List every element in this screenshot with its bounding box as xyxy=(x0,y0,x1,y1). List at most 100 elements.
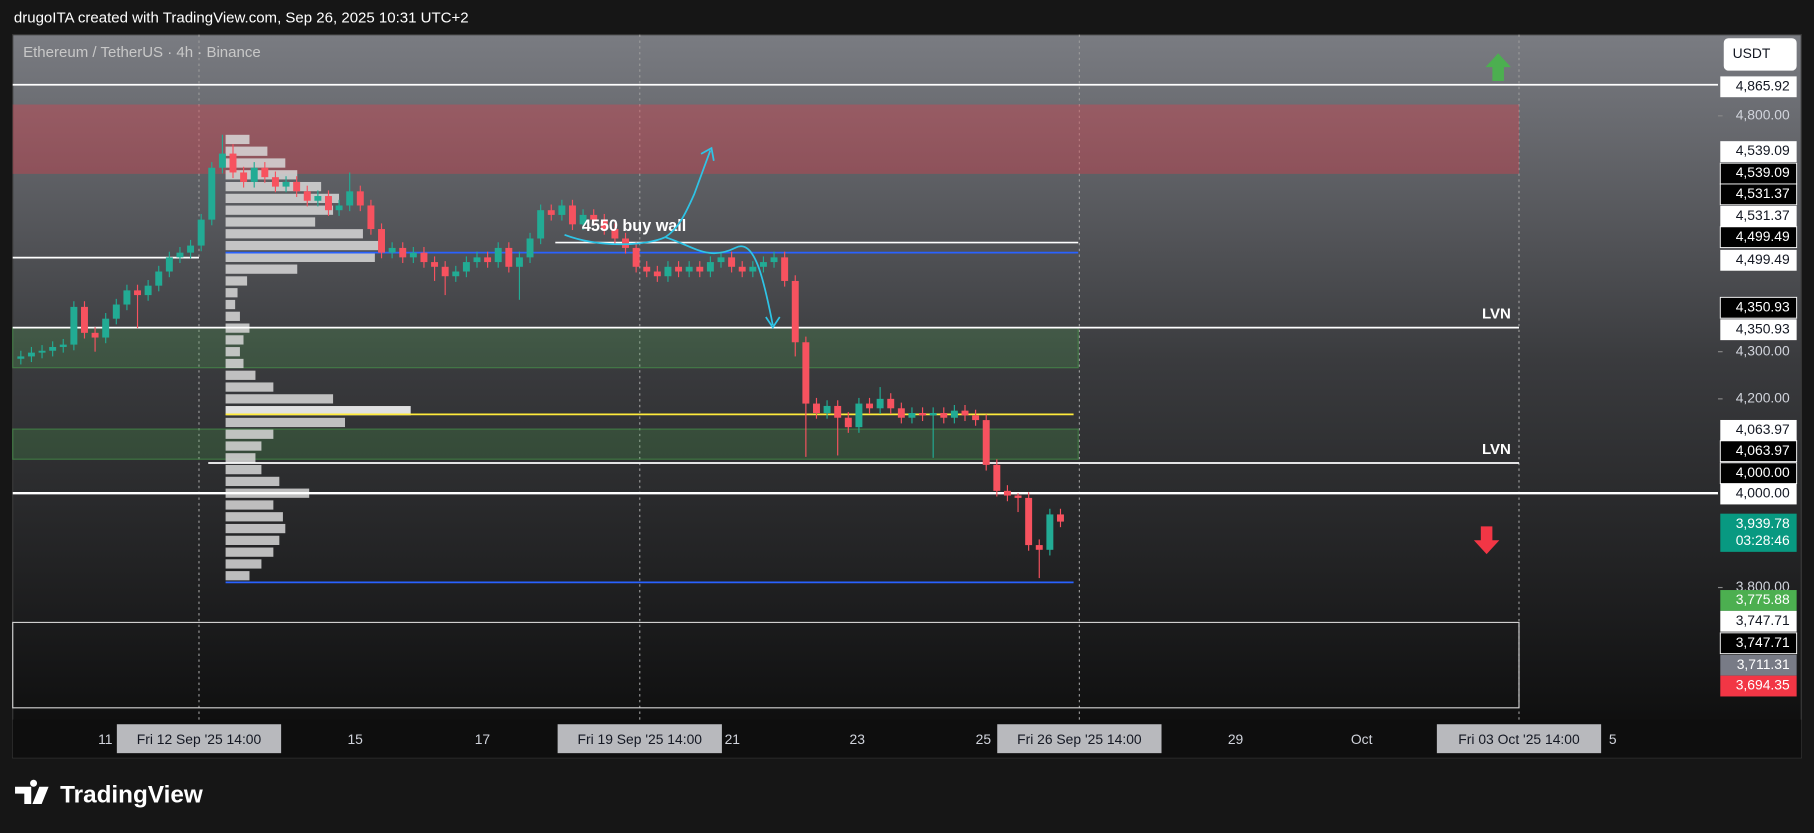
candle-body xyxy=(791,280,799,343)
price-label-bg xyxy=(1720,205,1797,227)
price-label-bg xyxy=(1720,419,1797,441)
zone xyxy=(12,621,1520,709)
price-label: 4,499.49 xyxy=(1736,251,1790,267)
candle-body xyxy=(431,262,439,267)
x-tick-label: Fri 12 Sep '25 14:00 xyxy=(137,731,262,747)
candle-body xyxy=(441,266,449,277)
price-label-bg xyxy=(1719,632,1798,655)
candle-body xyxy=(378,229,385,253)
volume-profile-bar xyxy=(225,134,250,145)
candle-body xyxy=(844,417,852,428)
candle-body xyxy=(993,464,1001,491)
zone xyxy=(12,327,1079,369)
candle-body xyxy=(759,262,767,267)
price-label: 3,711.31 xyxy=(1737,656,1790,672)
volume-profile-bar xyxy=(225,299,236,310)
price-label-bg xyxy=(1720,654,1797,676)
candle-body xyxy=(632,247,640,267)
price-label: 4,000.00 xyxy=(1736,485,1790,501)
candle-body xyxy=(218,153,226,168)
price-label-bg xyxy=(1720,249,1797,271)
candle-body xyxy=(91,332,99,338)
candle-body xyxy=(367,205,375,230)
candle-body xyxy=(855,403,863,428)
logo: TradingView xyxy=(15,779,203,808)
price-label-bg xyxy=(1719,440,1798,463)
volume-profile-bar xyxy=(225,382,274,392)
candle-body xyxy=(908,413,916,418)
candle-body xyxy=(950,410,958,418)
volume-profile-bar xyxy=(225,276,248,286)
price-label: 3,694.35 xyxy=(1736,677,1790,693)
price-label-bg xyxy=(1720,141,1797,162)
logo-icon xyxy=(15,779,49,805)
price-label: 4,350.93 xyxy=(1736,320,1790,336)
candle-body xyxy=(887,398,895,409)
candle-body xyxy=(569,205,576,225)
x-tick-label: 17 xyxy=(475,731,491,747)
currency-button[interactable] xyxy=(1723,38,1797,71)
candle-body xyxy=(685,266,693,272)
volume-profile-bar xyxy=(225,453,256,463)
currency[interactable]: USDT xyxy=(1733,45,1771,61)
volume-profile-bar xyxy=(225,193,340,204)
candle-body xyxy=(834,405,842,418)
candle-body xyxy=(356,191,364,206)
candle-body xyxy=(547,210,555,215)
price-label: 3,747.71 xyxy=(1736,634,1790,650)
candle-body xyxy=(452,271,460,277)
candle-body xyxy=(940,413,948,418)
candle-body xyxy=(271,177,279,187)
volume-profile-bar xyxy=(225,240,381,251)
price-label: 3,939.78 xyxy=(1736,515,1790,531)
price-label: 4,000.00 xyxy=(1736,464,1790,480)
candle-body xyxy=(982,420,990,465)
logo-text: TradingView xyxy=(60,781,203,808)
candle-body xyxy=(123,290,131,305)
volume-profile-bar xyxy=(225,311,240,321)
volume-profile-bar xyxy=(225,441,262,451)
volume-profile-bar xyxy=(225,500,274,510)
plot: 11 Fri 12 Sep '25 14:00 15 17 Fri 19 Sep '25… xyxy=(12,34,1718,754)
y-tick-label: 4,300.00 xyxy=(1736,342,1790,358)
volume-profile-bar xyxy=(225,252,375,262)
x-tick-label: 29 xyxy=(1228,731,1244,747)
volume-profile-bar xyxy=(225,571,250,581)
candle-body xyxy=(972,415,980,421)
candle-body xyxy=(325,196,332,211)
candle-body xyxy=(961,410,969,416)
candle-body xyxy=(484,257,492,263)
candle-body xyxy=(537,210,545,239)
candle-body xyxy=(526,238,534,258)
candle-body xyxy=(876,398,884,409)
volume-profile-bar xyxy=(225,205,334,215)
candle-body xyxy=(473,257,481,263)
volume-profile-bar xyxy=(225,406,411,416)
volume-profile-bar xyxy=(225,146,268,156)
zone xyxy=(12,428,1079,460)
candle-body xyxy=(420,252,428,263)
volume-profile-bar xyxy=(225,476,280,487)
candle-body xyxy=(664,266,672,277)
price-label: 4,063.97 xyxy=(1736,442,1790,458)
candle-body xyxy=(1025,497,1033,546)
candle-body xyxy=(558,205,566,215)
x-tick-label: Fri 03 Oct '25 14:00 xyxy=(1458,731,1580,747)
volume-profile-bar xyxy=(225,217,316,227)
candle-body xyxy=(770,257,778,263)
candle-body xyxy=(144,285,152,296)
candle-body xyxy=(27,352,35,357)
candle-body xyxy=(1057,514,1064,522)
candle-body xyxy=(462,262,470,272)
price-label-bg xyxy=(1720,513,1797,552)
volume-profile-bar xyxy=(225,559,262,569)
price-label-bg xyxy=(1720,319,1797,341)
x-tick-label: Fri 19 Sep '25 14:00 xyxy=(577,731,702,747)
price-label: 4,499.49 xyxy=(1736,228,1790,244)
volume-profile-bar xyxy=(225,370,256,380)
price-label-bg xyxy=(1719,296,1798,319)
candle-body xyxy=(579,214,587,225)
volume-profile-bar xyxy=(225,264,298,274)
y-tick-label: 4,800.00 xyxy=(1736,107,1790,123)
